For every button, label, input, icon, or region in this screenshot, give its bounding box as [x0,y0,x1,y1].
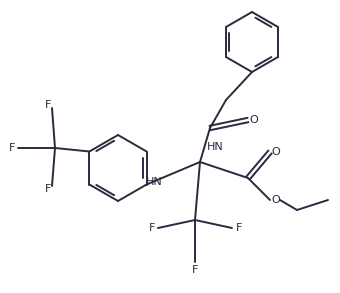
Text: O: O [250,115,258,125]
Text: HN: HN [207,142,224,152]
Text: F: F [9,143,15,153]
Text: HN: HN [146,177,163,187]
Text: O: O [272,147,280,157]
Text: F: F [45,100,51,110]
Text: F: F [236,223,242,233]
Text: F: F [192,265,198,275]
Text: F: F [45,184,51,194]
Text: F: F [149,223,155,233]
Text: O: O [272,195,280,205]
